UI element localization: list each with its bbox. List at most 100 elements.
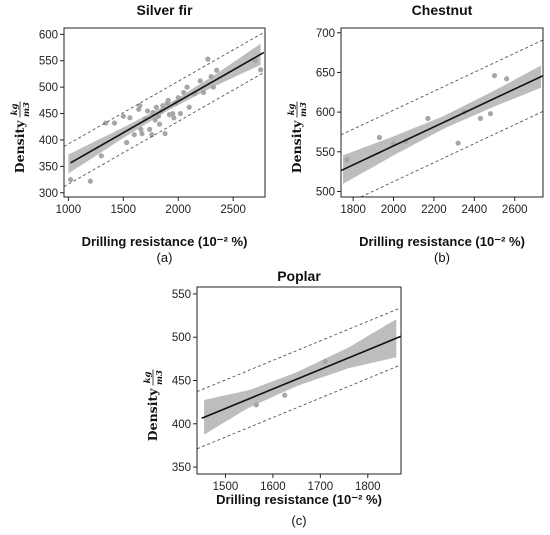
data-point bbox=[258, 67, 264, 73]
x-axis-unit: (10⁻² %) bbox=[475, 234, 524, 249]
panel-letter: (b) bbox=[434, 250, 450, 265]
data-point bbox=[253, 402, 259, 408]
x-tick-label: 1500 bbox=[213, 481, 239, 493]
x-tick-label: 2400 bbox=[462, 204, 488, 216]
data-point bbox=[491, 73, 498, 79]
y-axis-unit-numerator: kg bbox=[287, 104, 297, 116]
x-tick-label: 2600 bbox=[502, 204, 528, 216]
data-point bbox=[455, 140, 461, 146]
confidence-band bbox=[343, 65, 541, 184]
x-tick-label: 1600 bbox=[260, 481, 286, 493]
plot-area bbox=[64, 31, 265, 188]
x-axis-unit: (10⁻² %) bbox=[332, 492, 381, 507]
y-tick-label: 350 bbox=[172, 462, 191, 474]
y-axis-unit-denominator: m3 bbox=[299, 102, 309, 117]
x-axis-label: Drilling resistance (10⁻² %) bbox=[359, 234, 525, 249]
data-point bbox=[147, 126, 153, 132]
y-tick-label: 550 bbox=[172, 289, 191, 301]
data-point bbox=[120, 113, 126, 119]
panel-letter: (a) bbox=[157, 250, 173, 265]
x-tick-label: 1700 bbox=[308, 481, 334, 493]
data-point bbox=[425, 115, 431, 122]
prediction-interval-lower bbox=[359, 110, 543, 197]
y-tick-label: 400 bbox=[39, 135, 58, 147]
y-axis-unit-denominator: m3 bbox=[22, 102, 32, 117]
chart-title: Poplar bbox=[277, 268, 321, 284]
data-point bbox=[165, 97, 171, 103]
data-point bbox=[184, 84, 190, 90]
y-axis-unit-numerator: kg bbox=[10, 104, 20, 116]
y-tick-label: 500 bbox=[172, 332, 191, 344]
data-point bbox=[487, 111, 494, 117]
data-point bbox=[87, 178, 93, 184]
data-point bbox=[210, 84, 216, 90]
prediction-interval-upper bbox=[197, 307, 401, 393]
data-point bbox=[139, 131, 145, 137]
plot-frame bbox=[340, 27, 544, 198]
data-point bbox=[131, 132, 137, 138]
y-axis-label-group: Density kg m3 bbox=[143, 369, 165, 441]
panel-2: 1800 2000 2200 2400 2600 500 550 600 650 700 Chest… bbox=[287, 2, 544, 265]
y-tick-label: 550 bbox=[316, 147, 335, 159]
panel-letter: (c) bbox=[291, 513, 306, 528]
y-axis-unit-numerator: kg bbox=[143, 372, 153, 384]
data-point bbox=[153, 104, 159, 110]
x-tick-label: 1800 bbox=[340, 204, 366, 216]
x-axis-unit: (10⁻² %) bbox=[198, 234, 247, 249]
panel-3: 1500 1600 1700 1800 350 400 450 500 550 Poplar Dri… bbox=[143, 268, 402, 528]
data-point bbox=[177, 110, 184, 117]
data-point bbox=[252, 58, 258, 64]
x-axis-label: Drilling resistance (10⁻² %) bbox=[82, 234, 248, 249]
regression-line bbox=[341, 74, 543, 172]
data-point bbox=[208, 73, 214, 80]
y-tick-label: 450 bbox=[172, 376, 191, 388]
data-point bbox=[282, 392, 288, 398]
y-axis-label-group: Density kg m3 bbox=[287, 101, 309, 173]
data-point bbox=[197, 78, 203, 84]
data-point bbox=[171, 115, 177, 121]
y-tick-label: 400 bbox=[172, 419, 191, 431]
x-tick-label: 1000 bbox=[56, 204, 82, 216]
y-axis-label: Density bbox=[12, 120, 27, 173]
data-point bbox=[205, 56, 211, 62]
regression-line bbox=[201, 335, 401, 420]
data-point bbox=[162, 131, 168, 137]
plot-area bbox=[341, 39, 543, 197]
prediction-interval-upper bbox=[341, 39, 543, 136]
y-axis-label: Density bbox=[289, 120, 304, 173]
regression-line bbox=[70, 51, 265, 164]
data-point bbox=[186, 104, 192, 110]
data-point bbox=[149, 132, 155, 138]
y-tick-label: 700 bbox=[316, 28, 335, 40]
data-point bbox=[156, 121, 163, 127]
y-axis-label-group: Density kg m3 bbox=[10, 101, 32, 173]
data-point bbox=[175, 95, 181, 101]
x-tick-label: 1500 bbox=[111, 204, 137, 216]
data-point bbox=[376, 134, 382, 141]
data-point bbox=[127, 115, 133, 121]
y-tick-label: 500 bbox=[39, 82, 58, 94]
y-tick-label: 600 bbox=[39, 29, 58, 41]
data-point bbox=[477, 115, 483, 122]
x-axis-label: Drilling resistance (10⁻² %) bbox=[216, 492, 382, 507]
data-point bbox=[124, 140, 130, 146]
y-axis-label: Density bbox=[145, 388, 160, 441]
y-tick-label: 350 bbox=[39, 161, 58, 173]
x-tick-label: 2200 bbox=[421, 204, 447, 216]
y-tick-label: 300 bbox=[39, 188, 58, 200]
data-point bbox=[344, 157, 350, 163]
y-tick-label: 450 bbox=[39, 109, 58, 121]
y-axis-unit-denominator: m3 bbox=[155, 370, 165, 385]
data-point bbox=[214, 67, 220, 73]
x-tick-label: 2500 bbox=[220, 204, 246, 216]
data-point bbox=[181, 89, 187, 96]
x-tick-label: 2000 bbox=[381, 204, 407, 216]
data-point bbox=[98, 153, 104, 159]
data-point bbox=[144, 108, 151, 114]
chart-title: Silver fir bbox=[136, 2, 193, 18]
y-tick-label: 650 bbox=[316, 67, 335, 79]
data-point bbox=[322, 358, 328, 365]
data-point bbox=[111, 120, 118, 126]
prediction-interval-upper bbox=[64, 31, 265, 147]
